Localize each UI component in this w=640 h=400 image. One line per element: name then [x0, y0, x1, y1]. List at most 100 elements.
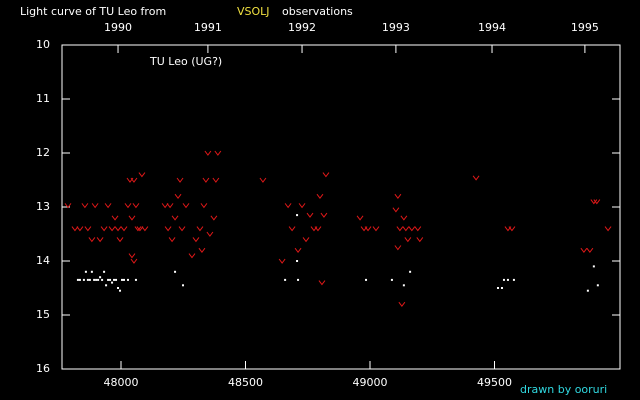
upper-limit — [394, 193, 402, 200]
upper-limit — [294, 247, 302, 254]
credit: drawn by ooruri — [520, 383, 607, 396]
upper-limit — [404, 237, 412, 243]
upper-limit — [202, 177, 210, 183]
y-tick-label: 10 — [36, 38, 50, 51]
upper-limit — [206, 231, 214, 237]
observation — [586, 289, 589, 292]
upper-limit — [288, 226, 296, 232]
x2-tick-label: 1993 — [382, 21, 410, 34]
upper-limit — [96, 237, 104, 243]
observation — [596, 284, 599, 287]
upper-limit — [192, 237, 200, 243]
upper-limit — [372, 226, 380, 232]
observation — [109, 278, 112, 281]
observation — [97, 278, 100, 281]
upper-limit — [196, 226, 204, 232]
observation — [90, 270, 93, 273]
observation — [101, 278, 104, 281]
upper-limit — [174, 193, 182, 200]
upper-limit — [88, 237, 96, 243]
upper-limit — [392, 207, 400, 213]
upper-limit — [402, 226, 410, 232]
upper-limit — [408, 226, 416, 232]
y-tick-label: 14 — [36, 254, 50, 267]
chart-title: Light curve of TU Leo from — [20, 5, 166, 18]
upper-limit — [259, 177, 267, 183]
observation — [115, 278, 118, 281]
upper-limit — [166, 203, 174, 209]
upper-limit — [200, 203, 208, 209]
upper-limit — [124, 203, 132, 209]
y-tick-label: 13 — [36, 200, 50, 213]
observation — [296, 214, 299, 217]
upper-limit — [108, 226, 116, 232]
x2-tick-label: 1990 — [104, 21, 132, 34]
upper-limit — [76, 226, 84, 232]
upper-limit — [414, 226, 422, 232]
chart-source: VSOLJ — [237, 5, 270, 18]
observation — [105, 284, 108, 287]
observation — [409, 270, 412, 273]
upper-limit — [164, 226, 172, 232]
upper-limit — [416, 237, 424, 243]
observation — [297, 278, 300, 281]
upper-limit — [178, 226, 186, 232]
observation — [119, 289, 122, 292]
upper-limit — [322, 172, 330, 178]
upper-limit — [356, 215, 364, 221]
upper-limit — [316, 193, 324, 200]
observation — [82, 278, 85, 281]
x2-tick-label: 1991 — [194, 21, 222, 34]
upper-limit — [302, 237, 310, 243]
observation — [117, 287, 120, 289]
upper-limit — [132, 203, 140, 209]
upper-limit — [128, 215, 136, 221]
observation — [95, 278, 98, 281]
observation — [174, 270, 177, 273]
upper-limit — [394, 245, 402, 251]
annotation: TU Leo (UG?) — [149, 55, 222, 68]
upper-limit — [128, 253, 136, 259]
upper-limit — [111, 215, 119, 221]
upper-limit — [176, 177, 184, 183]
upper-limit — [210, 215, 218, 221]
upper-limit — [138, 172, 146, 178]
upper-limit — [114, 226, 122, 232]
observation — [88, 278, 91, 281]
y-tick-label: 12 — [36, 146, 50, 159]
upper-limit — [120, 226, 128, 232]
observation — [103, 270, 106, 273]
observation — [84, 270, 87, 273]
upper-limit — [320, 212, 328, 218]
observation — [296, 260, 299, 262]
upper-limit — [171, 215, 179, 221]
x2-tick-label: 1994 — [478, 21, 506, 34]
upper-limit — [161, 203, 169, 209]
upper-limit — [116, 237, 124, 243]
observation — [365, 278, 368, 281]
upper-limit — [364, 226, 372, 232]
observation — [93, 278, 96, 281]
observation — [402, 284, 405, 287]
upper-limit — [198, 247, 206, 254]
plot-frame — [61, 44, 621, 370]
upper-limit — [400, 215, 408, 221]
observation — [496, 287, 499, 289]
x-tick-label: 49500 — [477, 376, 512, 389]
observation — [500, 287, 503, 289]
chart-title-suffix: observations — [282, 5, 353, 18]
x-tick-label: 48500 — [228, 376, 263, 389]
upper-limit — [214, 150, 222, 156]
observation — [123, 278, 125, 281]
y-tick-label: 11 — [36, 92, 50, 105]
observation — [113, 278, 116, 281]
observation — [111, 281, 114, 284]
upper-limit — [168, 237, 176, 243]
y-tick-label: 15 — [36, 308, 50, 321]
upper-limit — [278, 258, 286, 264]
observation — [182, 284, 185, 287]
x-tick-label: 48000 — [104, 376, 139, 389]
upper-limit — [134, 226, 142, 232]
